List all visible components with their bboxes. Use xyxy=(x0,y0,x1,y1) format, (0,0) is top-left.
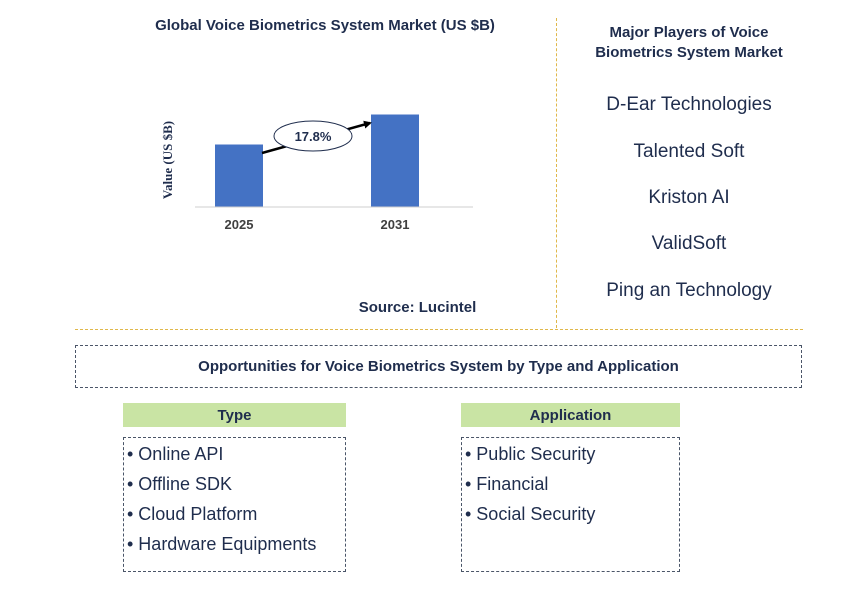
y-axis-label: Value (US $B) xyxy=(160,121,175,199)
type-header: Type xyxy=(123,403,346,427)
type-list: • Online API • Offline SDK • Cloud Platf… xyxy=(123,437,346,572)
type-item: • Cloud Platform xyxy=(127,504,258,524)
application-list: • Public Security • Financial • Social S… xyxy=(461,437,680,572)
type-item: • Online API xyxy=(127,444,224,464)
player-item: Ping an Technology xyxy=(606,280,772,301)
player-item: Kriston AI xyxy=(648,187,730,208)
application-item: • Financial xyxy=(465,474,549,494)
x-tick-label: 2031 xyxy=(381,217,410,232)
player-item: Talented Soft xyxy=(633,141,745,162)
bar-2031 xyxy=(371,114,419,207)
chart-title: Global Voice Biometrics System Market (U… xyxy=(155,17,495,34)
bar-chart: 2025 2031 Value (US $B) 17.8% xyxy=(160,114,473,232)
vertical-divider xyxy=(556,18,557,328)
player-item: ValidSoft xyxy=(651,233,727,254)
cagr-label: 17.8% xyxy=(295,129,332,144)
x-tick-label: 2025 xyxy=(225,217,254,232)
players-title: Major Players of Voice Biometrics System… xyxy=(595,24,783,61)
player-item: D-Ear Technologies xyxy=(606,94,772,115)
bars-group xyxy=(215,114,419,207)
type-item: • Hardware Equipments xyxy=(127,534,317,554)
bar-2025 xyxy=(215,144,263,207)
type-item: • Offline SDK xyxy=(127,474,233,494)
opportunities-title: Opportunities for Voice Biometrics Syste… xyxy=(75,345,802,388)
chart-source: Source: Lucintel xyxy=(358,299,477,316)
application-item: • Social Security xyxy=(465,504,596,524)
application-item: • Public Security xyxy=(465,444,596,464)
horizontal-divider xyxy=(75,329,803,330)
cagr-ellipse xyxy=(273,120,353,152)
x-tick-labels: 2025 2031 xyxy=(225,217,410,232)
application-header: Application xyxy=(461,403,680,427)
